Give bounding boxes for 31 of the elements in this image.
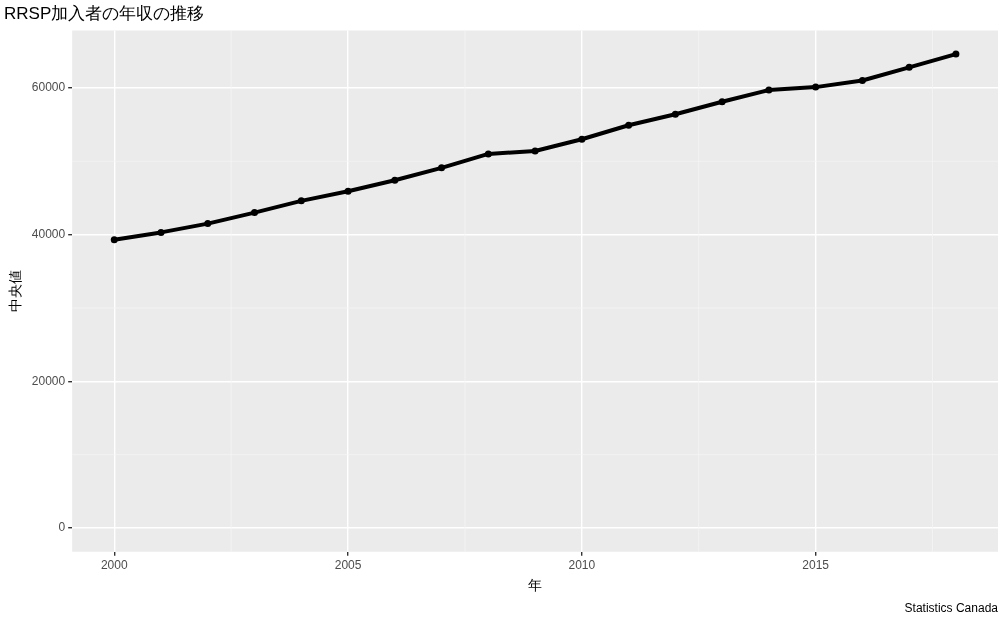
point — [952, 50, 960, 58]
point — [905, 63, 913, 71]
point — [578, 135, 586, 143]
point — [858, 77, 866, 85]
text: Statistics Canada — [904, 601, 999, 616]
chart-title: RRSP加入者の年収の推移 — [4, 3, 205, 23]
point — [391, 176, 399, 184]
point — [625, 121, 633, 129]
point — [718, 98, 726, 106]
x-axis-title: 年 — [528, 577, 543, 594]
y-tick-label: 20000 — [31, 373, 66, 388]
y-tick-label: 0 — [58, 520, 66, 535]
point — [344, 187, 352, 195]
point — [204, 220, 212, 228]
point — [812, 83, 820, 91]
y-tick-label: 60000 — [31, 80, 66, 95]
y-tick-label: 40000 — [31, 226, 66, 241]
point — [531, 147, 539, 155]
x-tick-label: 2005 — [334, 558, 362, 573]
point — [484, 150, 492, 158]
x-tick-label: 2010 — [568, 558, 596, 573]
x-tick-label: 2000 — [100, 558, 128, 573]
point — [438, 164, 446, 172]
point — [765, 86, 773, 94]
point — [297, 197, 305, 205]
x-tick-label: 2015 — [802, 558, 830, 573]
point — [671, 110, 679, 118]
point — [251, 209, 259, 217]
point — [157, 228, 165, 236]
y-axis-title: 中央値 — [7, 270, 24, 313]
point — [110, 236, 118, 244]
